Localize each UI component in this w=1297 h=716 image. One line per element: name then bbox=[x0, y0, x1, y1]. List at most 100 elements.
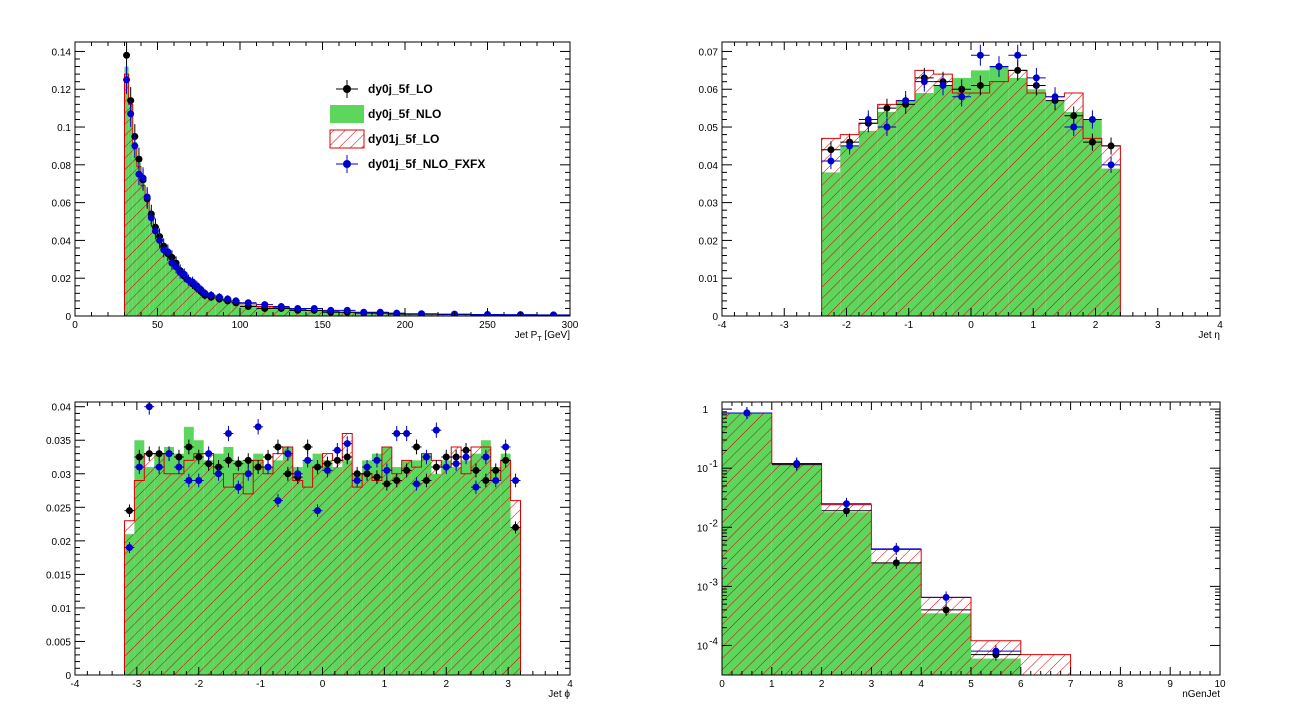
y-tick-exponent: -2 bbox=[709, 518, 718, 529]
point-dy01j_5f_NLO_FXFX bbox=[353, 476, 361, 484]
legend-swatch-hatch bbox=[329, 129, 365, 149]
point-dy0j_5f_LO bbox=[432, 463, 440, 471]
point-dy01j_5f_NLO_FXFX bbox=[294, 304, 302, 312]
x-tick-label: 4 bbox=[567, 679, 573, 690]
y-tick-label: 0.05 bbox=[699, 123, 719, 134]
y-tick-label: 0.04 bbox=[52, 403, 72, 414]
point-dy0j_5f_LO bbox=[502, 456, 510, 464]
y-tick-label: 0.02 bbox=[52, 274, 72, 285]
point-dy0j_5f_LO bbox=[274, 443, 282, 451]
bar-dy01j-5f-lo bbox=[441, 467, 452, 675]
bar-dy01j-5f-lo bbox=[124, 74, 129, 316]
y-tick-label: 0.03 bbox=[699, 199, 719, 210]
plot-area bbox=[722, 44, 1220, 316]
point-dy01j_5f_NLO_FXFX bbox=[976, 51, 984, 59]
bar-dy01j-5f-lo bbox=[362, 473, 372, 675]
x-tick-label: 200 bbox=[397, 320, 414, 331]
point-dy0j_5f_LO bbox=[442, 453, 450, 461]
point-dy01j_5f_NLO_FXFX bbox=[205, 450, 213, 458]
x-tick-label: 10 bbox=[1214, 679, 1226, 690]
bar-dy01j-5f-lo bbox=[312, 467, 323, 675]
point-dy0j_5f_LO bbox=[343, 453, 351, 461]
point-dy01j_5f_NLO_FXFX bbox=[327, 306, 335, 314]
point-dy01j_5f_NLO_FXFX bbox=[323, 466, 331, 474]
legend-marker-black bbox=[343, 85, 351, 93]
y-tick-label: 0.14 bbox=[52, 47, 72, 58]
bar-dy01j-5f-lo bbox=[1020, 654, 1071, 675]
point-dy01j_5f_NLO_FXFX bbox=[172, 263, 180, 271]
x-axis-title: Jet η bbox=[1198, 330, 1220, 341]
point-dy01j_5f_NLO_FXFX bbox=[147, 214, 155, 222]
bar-dy01j-5f-lo bbox=[202, 293, 207, 316]
point-dy01j_5f_NLO_FXFX bbox=[232, 297, 240, 305]
point-dy0j_5f_LO bbox=[373, 473, 381, 481]
y-tick-label: 0.06 bbox=[52, 199, 72, 210]
bar-dy01j-5f-lo bbox=[451, 446, 462, 675]
bar-dy01j-5f-lo bbox=[461, 473, 471, 675]
bar-dy01j-5f-lo bbox=[471, 446, 481, 675]
bar-dy01j-5f-lo bbox=[223, 300, 232, 316]
bar-dy01j-5f-lo bbox=[1008, 70, 1028, 316]
bar-dy01j-5f-lo bbox=[914, 70, 934, 316]
point-dy0j_5f_LO bbox=[472, 466, 480, 474]
x-tick-label: 3 bbox=[1155, 320, 1161, 331]
point-dy01j_5f_NLO_FXFX bbox=[274, 497, 282, 505]
point-dy0j_5f_LO bbox=[1014, 66, 1022, 74]
point-dy01j_5f_NLO_FXFX bbox=[165, 450, 173, 458]
point-dy01j_5f_NLO_FXFX bbox=[284, 450, 292, 458]
point-dy01j_5f_NLO_FXFX bbox=[215, 293, 223, 301]
y-tick-label: 10 bbox=[697, 582, 709, 593]
bar-dy01j-5f-lo bbox=[342, 433, 353, 675]
point-dy01j_5f_NLO_FXFX bbox=[343, 306, 351, 314]
point-dy0j_5f_LO bbox=[843, 507, 850, 515]
y-tick-label: 0.1 bbox=[57, 123, 71, 134]
point-dy0j_5f_LO bbox=[244, 456, 252, 464]
point-dy0j_5f_LO bbox=[1070, 112, 1078, 120]
point-dy01j_5f_NLO_FXFX bbox=[422, 453, 430, 461]
point-dy0j_5f_LO bbox=[383, 480, 391, 488]
point-dy01j_5f_NLO_FXFX bbox=[472, 483, 480, 491]
bar-dy01j-5f-lo bbox=[198, 291, 203, 316]
point-dy0j_5f_LO bbox=[125, 507, 133, 515]
x-tick-label: 1 bbox=[382, 679, 388, 690]
bar-dy01j-5f-lo bbox=[215, 298, 224, 316]
point-dy01j_5f_NLO_FXFX bbox=[343, 440, 351, 448]
legend-entry-dy0j-5f-nlo: dy0j_5f_NLO bbox=[330, 105, 441, 123]
point-dy0j_5f_LO bbox=[883, 104, 891, 112]
bar-dy01j-5f-lo bbox=[722, 412, 772, 675]
point-dy01j_5f_NLO_FXFX bbox=[304, 456, 312, 464]
bar-dy01j-5f-lo bbox=[213, 473, 224, 675]
bar-dy01j-5f-lo bbox=[223, 487, 234, 675]
bar-dy01j-5f-lo bbox=[372, 480, 382, 675]
point-dy0j_5f_LO bbox=[264, 453, 272, 461]
bar-dy01j-5f-lo bbox=[157, 238, 162, 316]
bar-dy01j-5f-lo bbox=[169, 259, 174, 316]
point-dy01j_5f_NLO_FXFX bbox=[215, 470, 223, 478]
x-tick-label: -4 bbox=[71, 679, 80, 690]
y-tick-label: 0.08 bbox=[52, 161, 72, 172]
y-tick-label: 0 bbox=[712, 312, 718, 323]
bar-dy01j-5f-lo bbox=[352, 487, 363, 675]
point-dy01j_5f_NLO_FXFX bbox=[310, 304, 318, 312]
bar-dy01j-5f-lo bbox=[273, 453, 283, 675]
bar-dy01j-5f-lo bbox=[190, 283, 195, 316]
bar-dy01j-5f-lo bbox=[500, 460, 511, 675]
bar-dy01j-5f-lo bbox=[871, 549, 922, 675]
y-tick-label: 1 bbox=[702, 405, 708, 416]
point-dy01j_5f_NLO_FXFX bbox=[1051, 93, 1059, 101]
y-tick-label: 0.12 bbox=[52, 85, 72, 96]
point-dy01j_5f_NLO_FXFX bbox=[156, 236, 164, 244]
point-dy01j_5f_NLO_FXFX bbox=[883, 123, 891, 131]
point-dy01j_5f_NLO_FXFX bbox=[403, 430, 411, 438]
point-dy01j_5f_NLO_FXFX bbox=[452, 460, 460, 468]
bar-dy01j-5f-lo bbox=[153, 229, 158, 316]
bar-dy01j-5f-lo bbox=[141, 185, 146, 316]
point-dy0j_5f_LO bbox=[892, 559, 900, 567]
y-tick-label: 0.025 bbox=[46, 503, 71, 514]
x-tick-label: 7 bbox=[1068, 679, 1074, 690]
point-dy0j_5f_LO bbox=[234, 460, 242, 468]
point-dy0j_5f_LO bbox=[1107, 142, 1115, 150]
x-tick-label: 2 bbox=[819, 679, 825, 690]
point-dy01j_5f_NLO_FXFX bbox=[442, 463, 450, 471]
point-dy0j_5f_LO bbox=[403, 466, 411, 474]
